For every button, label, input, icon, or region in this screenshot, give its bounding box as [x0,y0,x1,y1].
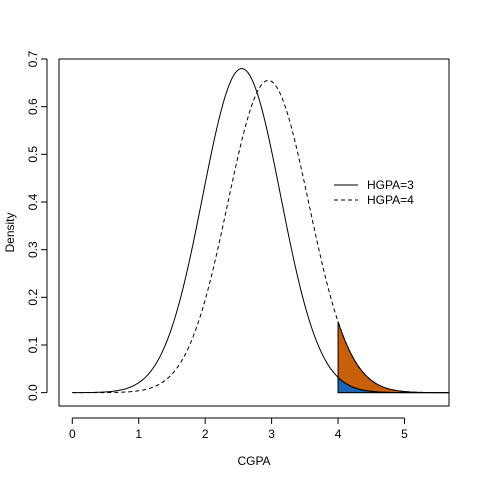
x-axis: 0 1 2 3 4 5 [69,417,408,441]
x-axis-label: CGPA [237,454,270,468]
series-line-1 [72,68,449,394]
x-tick-label: 2 [202,427,209,441]
y-axis: 0.0 0.1 0.2 0.3 0.4 0.5 0.6 0.7 [26,50,48,401]
y-tick-label: 0.0 [26,384,40,401]
y-axis-label: Density [3,212,17,252]
y-tick-label: 0.6 [26,98,40,115]
y-tick-label: 0.7 [26,50,40,67]
series-line-2 [72,79,449,394]
x-tick-label: 0 [69,427,76,441]
x-tick-label: 3 [268,427,275,441]
density-curves [72,68,449,394]
y-tick-label: 0.1 [26,336,40,353]
y-tick-label: 0.4 [26,193,40,210]
legend-label-2: HGPA=4 [367,193,414,207]
y-tick-label: 0.5 [26,146,40,163]
plot-frame [58,58,450,407]
y-tick-label: 0.2 [26,289,40,306]
x-tick-label: 1 [135,427,142,441]
y-tick-label: 0.3 [26,241,40,258]
legend-label-1: HGPA=3 [367,178,414,192]
x-tick-label: 4 [335,427,342,441]
x-tick-label: 5 [401,427,408,441]
